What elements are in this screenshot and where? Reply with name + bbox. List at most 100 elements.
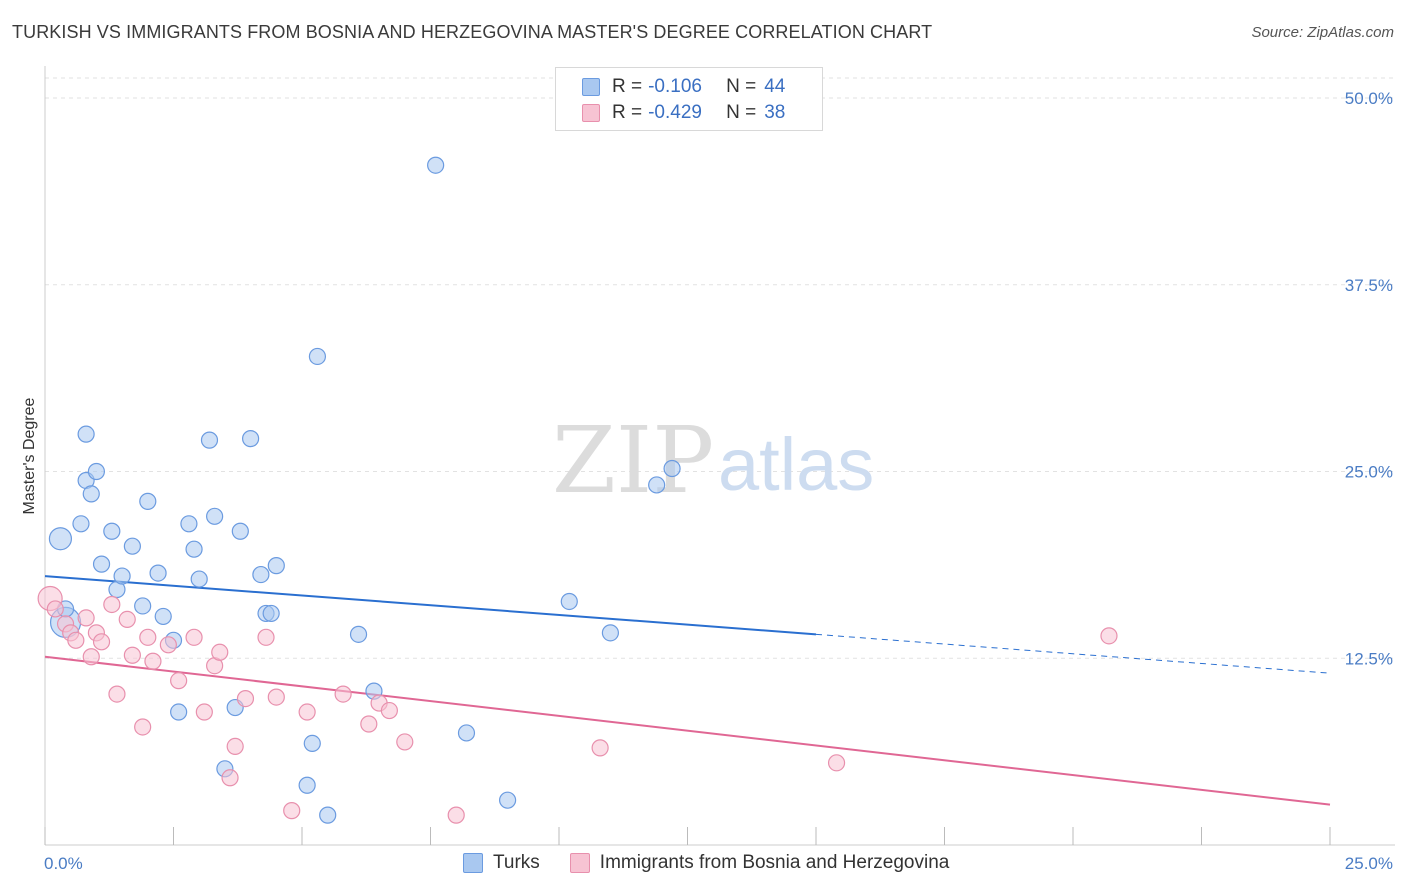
legend-r-value: -0.106 (648, 76, 702, 97)
point-bosnia (221, 769, 239, 787)
point-turks (298, 776, 316, 794)
point-turks (206, 507, 224, 525)
legend-row-bosnia: R = -0.429 N = 38 (582, 100, 785, 126)
point-turks (154, 607, 172, 626)
legend-row-turks: R = -0.106 N = 44 (582, 74, 785, 100)
watermark-zip: ZIP (552, 407, 714, 514)
trend-line (44, 575, 817, 636)
point-turks (648, 476, 666, 494)
legend-r-label: R = (612, 76, 643, 97)
axis-labels: 50.0% 37.5% 25.0% 12.5% 0.0% 25.0% Master's De… (21, 89, 1393, 873)
point-bosnia (447, 806, 465, 824)
legend-item-turks[interactable]: Turks (463, 852, 540, 874)
legend-n-value: 38 (764, 102, 786, 123)
point-turks (48, 527, 73, 551)
watermark-atlas: atlas (718, 423, 874, 506)
series-legend: Turks Immigrants from Bosnia and Herzego… (463, 852, 979, 874)
source-label: Source: ZipAtlas.com (1251, 24, 1394, 41)
legend-label-turks: Turks (493, 852, 540, 873)
point-bosnia (257, 628, 275, 646)
point-turks (427, 156, 445, 174)
y-tick-label: 50.0% (1345, 89, 1393, 108)
legend-swatch-bosnia (582, 104, 600, 122)
point-turks (149, 564, 167, 582)
point-bosnia (159, 636, 177, 654)
point-turks (82, 485, 100, 503)
point-bosnia (77, 609, 95, 627)
point-bosnia (82, 648, 100, 666)
point-bosnia (591, 739, 609, 757)
point-turks (262, 604, 280, 623)
point-bosnia (360, 715, 378, 733)
point-bosnia (267, 688, 285, 706)
point-turks (87, 462, 106, 481)
point-bosnia (123, 646, 141, 664)
point-bosnia (108, 685, 126, 703)
point-turks (170, 703, 188, 721)
x-tick-label-left: 0.0% (44, 854, 83, 873)
y-tick-label: 12.5% (1345, 649, 1393, 668)
point-turks (72, 515, 90, 533)
point-bosnia (46, 600, 64, 618)
point-turks (231, 522, 249, 540)
legend-r-label: R = (612, 102, 643, 123)
axes (44, 66, 1395, 846)
legend-n-value: 44 (764, 76, 786, 97)
point-turks (180, 515, 198, 533)
legend-swatch-turks (582, 78, 600, 96)
point-turks (303, 734, 321, 753)
point-turks (92, 555, 111, 573)
point-bosnia (103, 595, 121, 614)
y-axis-label: Master's Degree (21, 397, 38, 514)
legend-n-label: N = (726, 102, 757, 123)
point-turks (123, 537, 141, 555)
point-bosnia (170, 672, 188, 690)
point-bosnia (334, 685, 352, 703)
point-turks (185, 540, 203, 558)
point-turks (103, 522, 121, 540)
point-bosnia (195, 703, 213, 721)
trend-lines (44, 575, 1331, 806)
point-bosnia (118, 610, 136, 629)
point-turks (113, 567, 131, 585)
point-bosnia (92, 633, 111, 651)
point-bosnia (298, 703, 316, 721)
point-bosnia (1100, 627, 1118, 645)
point-bosnia (211, 643, 229, 661)
point-turks (308, 347, 327, 366)
point-turks (139, 492, 157, 510)
point-turks (349, 625, 368, 643)
point-turks (560, 592, 578, 611)
point-turks (663, 459, 681, 478)
point-turks (134, 597, 152, 615)
y-tick-label: 25.0% (1345, 463, 1393, 482)
point-bosnia (396, 733, 414, 751)
point-turks (601, 624, 620, 642)
point-bosnia (226, 737, 244, 755)
legend-swatch-turks (463, 853, 483, 873)
point-turks (252, 565, 270, 584)
x-tick-label-right: 25.0% (1345, 854, 1393, 873)
point-turks (190, 570, 208, 588)
legend-item-bosnia[interactable]: Immigrants from Bosnia and Herzegovina (569, 852, 949, 874)
point-bosnia (67, 631, 85, 649)
legend-swatch-bosnia (569, 853, 590, 873)
chart-title: TURKISH VS IMMIGRANTS FROM BOSNIA AND HE… (12, 22, 933, 42)
point-turks (499, 791, 517, 809)
point-bosnia (236, 689, 255, 708)
point-turks (267, 557, 285, 575)
point-turks (77, 425, 95, 443)
point-bosnia (144, 652, 162, 670)
point-bosnia (185, 628, 203, 646)
legend-r-value: -0.429 (648, 102, 702, 123)
point-turks (319, 806, 337, 824)
point-bosnia (139, 628, 157, 646)
gridlines (45, 77, 1395, 659)
y-tick-label: 37.5% (1345, 276, 1393, 295)
point-turks (457, 724, 476, 742)
point-turks (200, 431, 219, 449)
point-turks (242, 430, 260, 448)
point-bosnia (283, 802, 301, 820)
point-bosnia (380, 701, 398, 720)
